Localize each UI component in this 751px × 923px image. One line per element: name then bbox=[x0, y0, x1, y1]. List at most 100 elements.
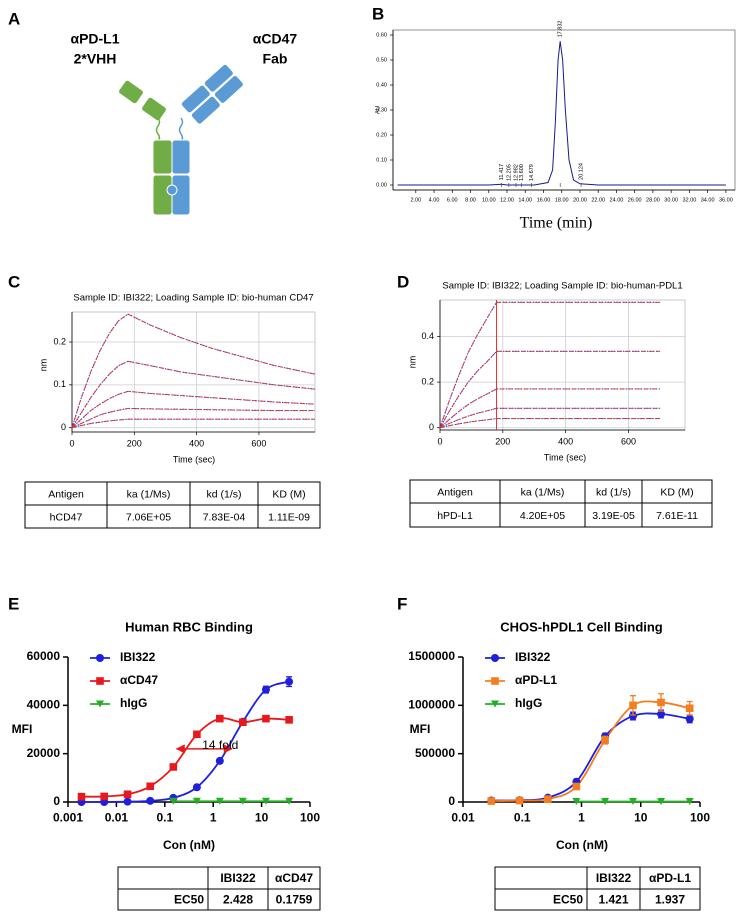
data-point bbox=[629, 798, 638, 806]
fc-domains bbox=[152, 139, 191, 216]
x-tick-label: 400 bbox=[558, 437, 573, 447]
table-text: Antigen bbox=[437, 486, 473, 498]
x-tick-label: 32.00 bbox=[683, 197, 697, 203]
fit-line bbox=[71, 390, 316, 429]
data-line bbox=[71, 360, 316, 429]
fit-line bbox=[71, 418, 315, 429]
data-point bbox=[685, 704, 694, 713]
data-point bbox=[572, 798, 581, 806]
table-text: kd (1/s) bbox=[206, 488, 241, 500]
y-tick-label: 0.2 bbox=[53, 336, 66, 346]
hinge-blue bbox=[178, 117, 184, 142]
x-tick-label: 400 bbox=[189, 439, 204, 449]
table-text: IBI322 bbox=[596, 871, 632, 885]
table-cell bbox=[641, 502, 713, 528]
data-point bbox=[657, 798, 666, 806]
peak-label: 13.600 bbox=[519, 164, 525, 181]
data-point bbox=[169, 763, 178, 771]
data-point bbox=[285, 677, 294, 686]
fit-line bbox=[71, 360, 316, 428]
y-tick-label: 0.1 bbox=[53, 379, 66, 389]
y-tick-label: 0.40 bbox=[376, 82, 387, 88]
table-text: 4.20E+05 bbox=[520, 510, 565, 522]
chart-title: Sample ID: IBI322; Loading Sample ID: bi… bbox=[442, 281, 682, 292]
legend-label: αCD47 bbox=[120, 673, 158, 687]
x-tick-label: 8.00 bbox=[465, 197, 476, 203]
y-tick-label: 500000 bbox=[415, 746, 455, 760]
x-axis-label: Con (nM) bbox=[163, 838, 215, 852]
diagram-label: Fab bbox=[263, 51, 288, 67]
x-tick-label: 200 bbox=[495, 437, 510, 447]
fit-curve bbox=[81, 717, 290, 798]
legend-label: hIgG bbox=[515, 696, 542, 710]
diagram-label: αPD-L1 bbox=[70, 31, 119, 47]
table-text: 1.11E-09 bbox=[268, 511, 310, 523]
panel-label: B bbox=[372, 4, 384, 23]
y-axis-label: MFI bbox=[410, 722, 431, 736]
peak-label: 17.832 bbox=[558, 21, 564, 38]
data-point bbox=[216, 714, 224, 723]
x-tick-label: 12.00 bbox=[500, 197, 514, 203]
peak-label: 14.679 bbox=[529, 164, 535, 181]
x-tick-label: 22.00 bbox=[591, 197, 605, 203]
chart-title: Human RBC Binding bbox=[125, 619, 253, 634]
panel-label: F bbox=[397, 594, 407, 613]
x-tick-label: 10 bbox=[634, 811, 648, 825]
x-tick-label: 14.00 bbox=[518, 197, 532, 203]
fit-line bbox=[71, 313, 316, 428]
fit-curve bbox=[81, 680, 290, 803]
diagram-label: 2*VHH bbox=[74, 51, 117, 67]
legend-label: IBI322 bbox=[120, 650, 156, 664]
x-tick-label: 0.01 bbox=[451, 811, 475, 825]
x-tick-label: 0 bbox=[69, 439, 74, 449]
plot-frame bbox=[71, 311, 316, 433]
x-tick-label: 0.001 bbox=[53, 811, 83, 825]
table-text: αPD-L1 bbox=[649, 871, 691, 885]
data-line bbox=[71, 390, 316, 429]
table-text: hCD47 bbox=[50, 511, 83, 523]
x-tick-label: 0.1 bbox=[514, 811, 531, 825]
data-point bbox=[192, 783, 201, 792]
chart-title: CHOS-hPDL1 Cell Binding bbox=[500, 619, 663, 634]
table-text: 7.06E+05 bbox=[126, 511, 171, 523]
data-point bbox=[629, 711, 638, 720]
data-point bbox=[657, 698, 665, 707]
y-tick-label: 0.4 bbox=[421, 331, 434, 341]
panel-label: D bbox=[397, 272, 409, 291]
data-point bbox=[601, 736, 609, 744]
data-point bbox=[169, 797, 178, 805]
y-tick-label: 60000 bbox=[27, 649, 61, 663]
legend-label: hIgG bbox=[120, 696, 147, 710]
x-tick-label: 1 bbox=[578, 811, 585, 825]
y-axis-label: MFI bbox=[12, 722, 33, 736]
data-point bbox=[685, 714, 694, 723]
data-point bbox=[146, 782, 155, 791]
y-tick-label: 0.30 bbox=[376, 107, 387, 113]
x-tick-label: 30.00 bbox=[664, 197, 678, 203]
table-text: 2.428 bbox=[223, 893, 253, 907]
data-point bbox=[77, 792, 86, 801]
x-tick-label: 34.00 bbox=[701, 197, 715, 203]
x-axis-label: Time (sec) bbox=[544, 452, 586, 462]
data-line bbox=[439, 301, 660, 428]
legend-marker bbox=[491, 677, 499, 685]
fit-line bbox=[439, 407, 660, 429]
data-point bbox=[215, 756, 224, 765]
data-point bbox=[123, 797, 132, 806]
x-tick-label: 4.00 bbox=[429, 197, 440, 203]
x-tick-label: 2.00 bbox=[410, 197, 421, 203]
data-point bbox=[629, 701, 637, 710]
table-cell bbox=[267, 888, 321, 911]
table-text: kd (1/s) bbox=[596, 486, 631, 498]
table-text: IBI322 bbox=[220, 871, 256, 885]
y-tick-label: 0 bbox=[448, 794, 455, 808]
legend-marker bbox=[96, 654, 104, 662]
data-point bbox=[215, 797, 224, 805]
annotation-text: 14 fold bbox=[202, 738, 238, 752]
data-line bbox=[439, 407, 660, 429]
data-point bbox=[100, 792, 109, 801]
table-text: KD (M) bbox=[660, 486, 693, 498]
y-tick-label: 0.60 bbox=[376, 32, 387, 38]
x-tick-label: 18.00 bbox=[555, 197, 569, 203]
